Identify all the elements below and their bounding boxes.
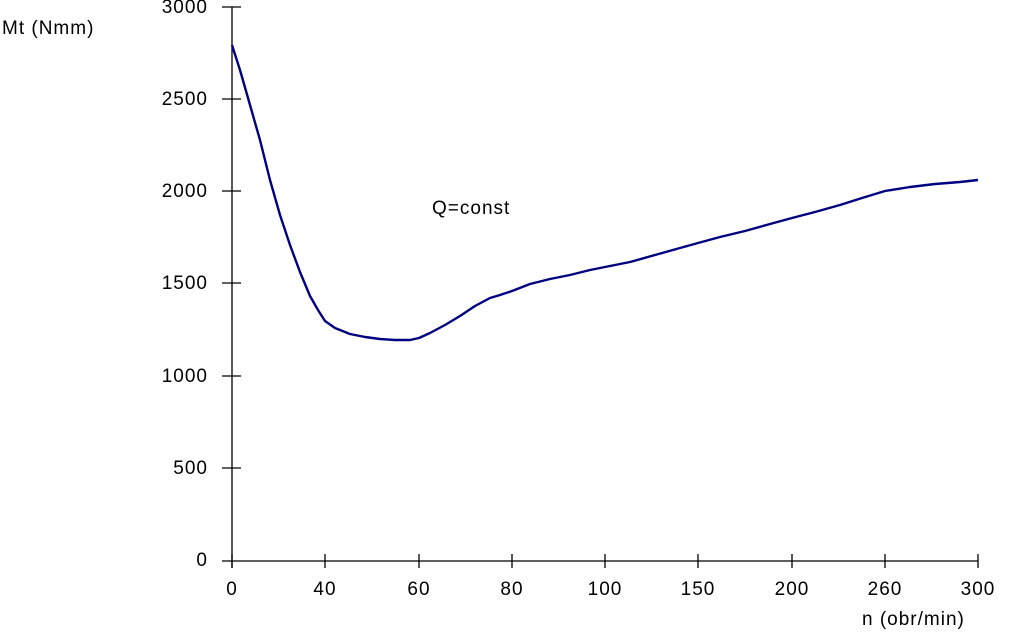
x-tick-label: 150 [680,579,716,600]
y-axis-label: Mt (Nmm) [2,18,95,39]
x-tick-label: 200 [774,579,810,600]
y-tick-label: 0 [196,550,208,571]
x-ticks [231,554,979,568]
x-tick-label: 80 [500,579,524,600]
y-ticks [222,6,241,469]
x-tick-label: 300 [960,579,996,600]
y-tick-label: 2000 [161,181,208,202]
y-tick-label: 2500 [161,89,208,110]
x-tick-label: 260 [867,579,903,600]
y-tick-label: 3000 [161,0,208,18]
x-axis-label: n (obr/min) [862,609,965,630]
annotation-q-const: Q=const [432,198,511,219]
y-tick-label: 1000 [161,366,208,387]
y-tick-label: 1500 [161,273,208,294]
x-tick-label: 60 [407,579,431,600]
y-tick-label: 500 [173,458,208,479]
x-tick-label: 40 [313,579,337,600]
series-line-mt [230,44,979,342]
x-tick-label: 0 [226,579,238,600]
x-tick-label: 100 [587,579,623,600]
